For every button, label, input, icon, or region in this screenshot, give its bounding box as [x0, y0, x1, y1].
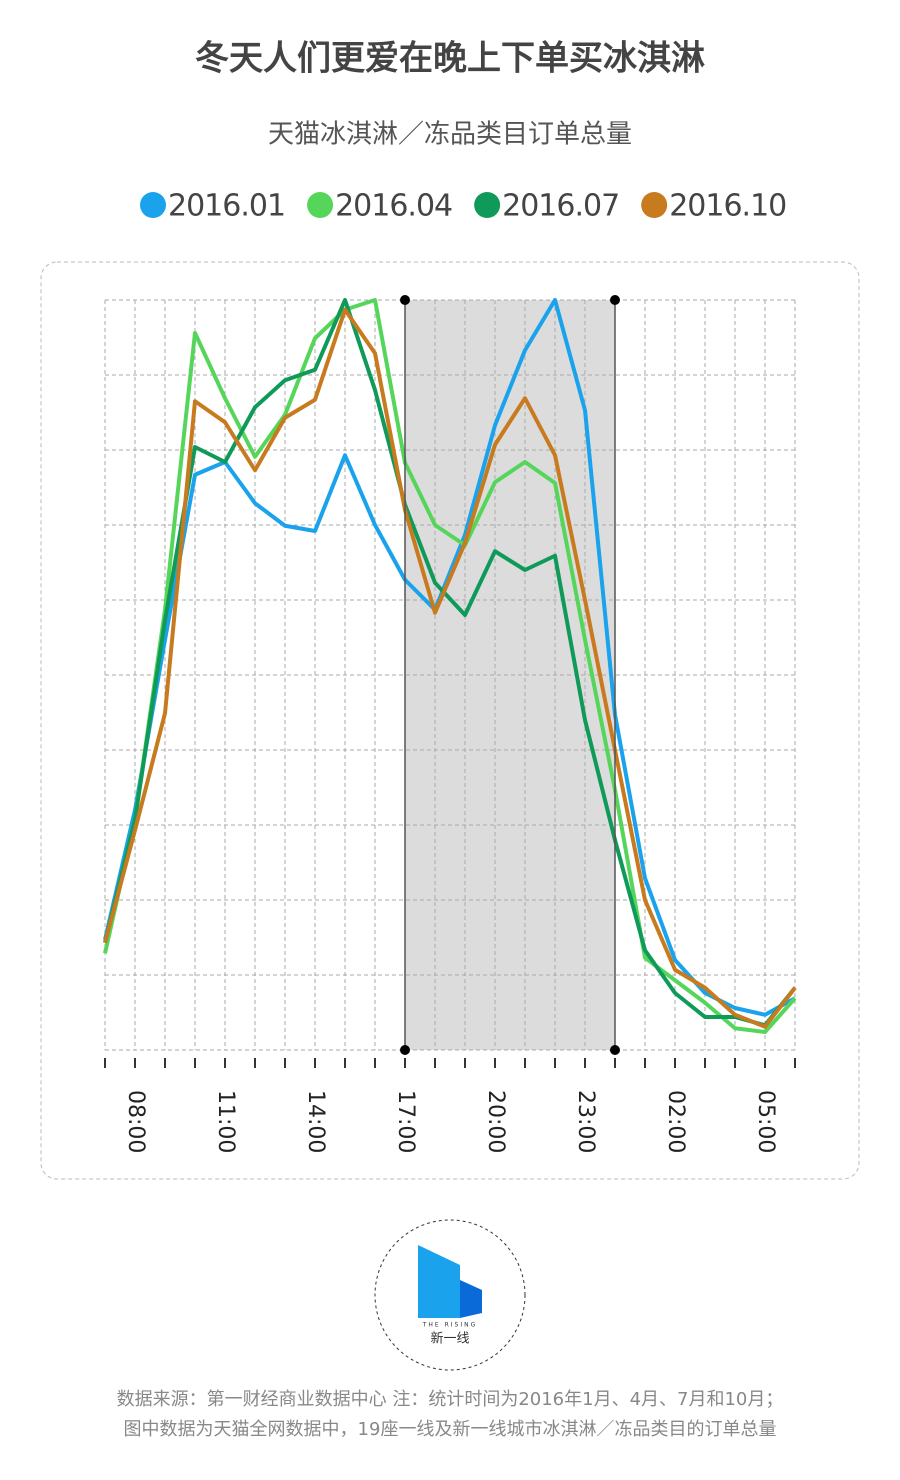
chart-subtitle: 天猫冰淇淋／冻品类目订单总量 [268, 120, 632, 150]
x-tick-label: 20:00 [483, 1090, 508, 1153]
highlight-dot [400, 1045, 410, 1055]
legend-label: 2016.01 [168, 189, 285, 224]
legend-swatch [140, 192, 166, 218]
x-tick-label: 17:00 [393, 1090, 418, 1153]
x-axis: 08:00 11:00 14:00 17:00 20:00 23:00 02:00 05:00 [104, 1058, 796, 1153]
legend: 2016.01 2016.04 2016.07 2016.10 [140, 189, 787, 224]
footer-note: 图中数据为天猫全网数据中，19座一线及新一线城市冰淇淋／冻品类目的订单总量 [124, 1419, 777, 1440]
legend-label: 2016.04 [335, 189, 452, 224]
logo-ring [374, 1219, 526, 1371]
x-tick-label: 02:00 [663, 1090, 688, 1153]
legend-swatch [641, 192, 668, 218]
x-tick-label: 14:00 [303, 1090, 328, 1153]
highlight-dot [610, 1045, 620, 1055]
logo: THE RISING 新一线 [374, 1219, 526, 1371]
highlight-markers [400, 295, 620, 1055]
legend-label: 2016.10 [669, 189, 786, 224]
logo-brand: THE RISING [422, 1322, 478, 1329]
highlight-dot [610, 295, 620, 305]
logo-name: 新一线 [430, 1331, 469, 1347]
x-tick-label: 11:00 [213, 1090, 238, 1153]
footer-note: 数据来源：第一财经商业数据中心 注：统计时间为2016年1月、4月、7月和10月… [117, 1389, 784, 1410]
series-line [103, 298, 797, 1028]
chart-frame [40, 261, 860, 1180]
highlight-dot [400, 295, 410, 305]
logo-shape [460, 1280, 482, 1318]
chart-title: 冬天人们更爱在晚上下单买冰淇淋 [195, 39, 705, 79]
series-line [103, 307, 797, 1029]
lines [103, 298, 797, 1034]
legend-swatch [474, 192, 501, 218]
x-tick-label: 08:00 [123, 1090, 148, 1153]
series-line [103, 298, 797, 1034]
legend-swatch [307, 192, 334, 218]
x-tick-label: 23:00 [573, 1090, 598, 1153]
series-line [103, 298, 796, 1017]
legend-label: 2016.07 [502, 189, 619, 224]
logo-shape [418, 1245, 460, 1318]
x-tick-label: 05:00 [753, 1090, 778, 1153]
grid [104, 299, 796, 1051]
